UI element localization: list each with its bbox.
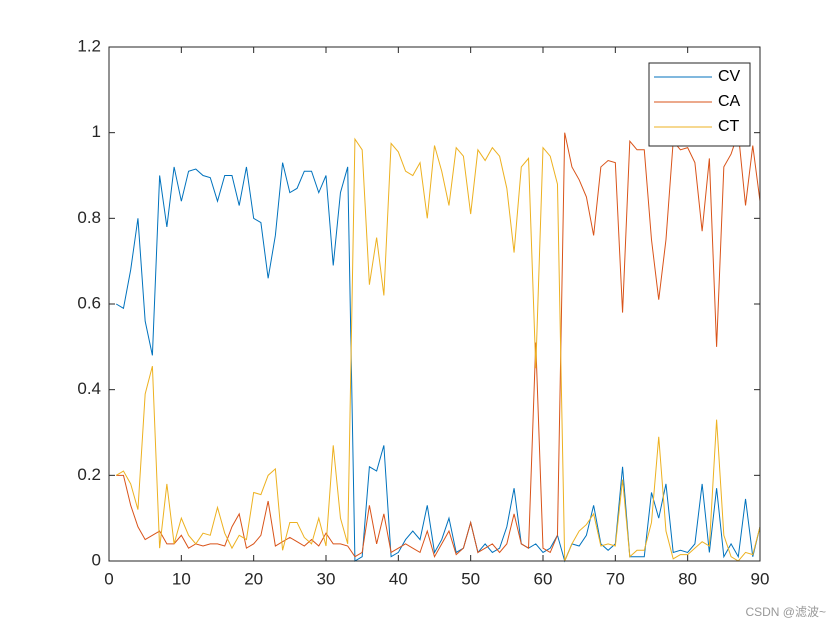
y-tick-label: 0.2 — [77, 465, 101, 484]
x-tick-label: 10 — [172, 569, 191, 588]
data-line — [116, 132, 761, 559]
x-tick-label: 20 — [244, 569, 263, 588]
data-line — [115, 137, 761, 562]
data-line — [115, 162, 761, 563]
legend-label: CT — [718, 118, 740, 135]
y-tick-label: 0.8 — [77, 208, 101, 227]
x-tick-label: 30 — [317, 569, 336, 588]
legend-label: CA — [718, 93, 741, 110]
plot-frame — [108, 46, 761, 562]
y-tick-label: 1 — [92, 122, 101, 141]
x-tick-label: 50 — [461, 569, 480, 588]
x-tick-label: 40 — [389, 569, 408, 588]
x-tick-label: 70 — [606, 569, 625, 588]
y-tick-label: 0.6 — [77, 293, 101, 312]
legend-label: CV — [718, 68, 741, 85]
x-tick-label: 60 — [534, 569, 553, 588]
y-tick-label: 0.4 — [77, 379, 101, 398]
y-tick-label: 0 — [92, 550, 101, 569]
x-tick-label: 80 — [678, 569, 697, 588]
x-tick-label: 90 — [751, 569, 770, 588]
y-tick-label: 1.2 — [77, 36, 101, 55]
x-tick-label: 0 — [104, 569, 113, 588]
watermark: CSDN @滤波~ — [745, 605, 826, 619]
